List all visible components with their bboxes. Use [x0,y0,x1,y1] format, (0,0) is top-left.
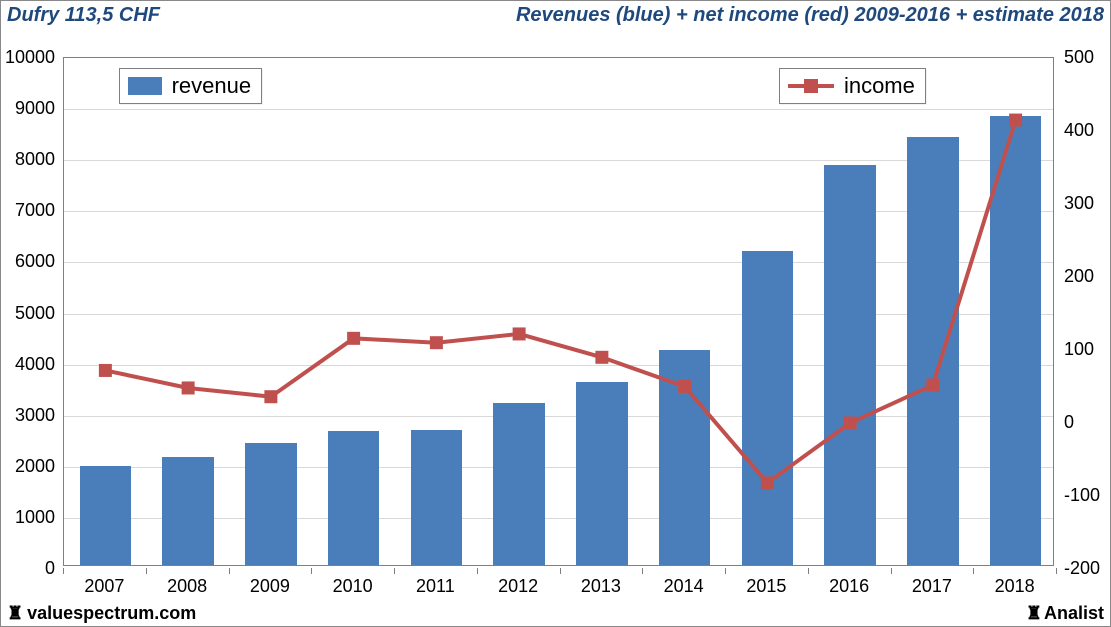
x-tick [560,568,561,574]
legend-revenue: revenue [119,68,263,104]
chart-title-left: Dufry 113,5 CHF [7,4,160,27]
revenue-bar [990,116,1041,565]
footer-right-text: Analist [1044,603,1104,623]
legend-swatch-line [788,76,834,96]
y-axis-left-label: 4000 [15,354,55,375]
y-axis-left-label: 5000 [15,303,55,324]
y-axis-left-label: 1000 [15,507,55,528]
y-axis-left-label: 6000 [15,251,55,272]
gridline [64,365,1053,366]
income-marker [264,390,277,403]
income-marker [347,332,360,345]
x-tick [311,568,312,574]
revenue-bar [80,466,131,565]
income-marker [182,381,195,394]
y-axis-right-label: 100 [1064,339,1094,360]
legend-income: income [779,68,926,104]
y-axis-left-label: 9000 [15,98,55,119]
x-axis-label: 2018 [995,576,1035,597]
y-axis-right-label: 0 [1064,412,1074,433]
x-axis-label: 2008 [167,576,207,597]
x-axis-label: 2015 [746,576,786,597]
income-marker [430,336,443,349]
x-tick [63,568,64,574]
income-marker [595,351,608,364]
y-axis-right-label: -100 [1064,485,1100,506]
revenue-bar [576,382,627,565]
income-marker [513,327,526,340]
gridline [64,211,1053,212]
plot-wrap: revenueincome 01000200030004000500060007… [1,29,1110,602]
y-axis-right-label: 300 [1064,193,1094,214]
y-axis-right-label: -200 [1064,558,1100,579]
x-tick [642,568,643,574]
y-axis-right-label: 400 [1064,120,1094,141]
x-tick [808,568,809,574]
x-axis-label: 2011 [416,576,455,597]
x-tick [1056,568,1057,574]
income-marker [99,364,112,377]
plot-area: revenue income [63,57,1054,566]
footer-right: ♜Analist [1026,603,1104,624]
x-tick [394,568,395,574]
revenue-bar [824,165,875,565]
chart-title-right: Revenues (blue) + net income (red) 2009-… [516,4,1104,27]
x-tick [973,568,974,574]
rook-icon: ♜ [7,604,23,622]
footer-left: ♜valuespectrum.com [7,603,196,624]
revenue-bar [328,431,379,565]
chart-header: Dufry 113,5 CHF Revenues (blue) + net in… [1,1,1110,29]
y-axis-right-label: 500 [1064,47,1094,68]
x-tick [229,568,230,574]
rook-icon: ♜ [1026,604,1042,622]
x-tick [891,568,892,574]
x-axis-label: 2013 [581,576,621,597]
legend-label: income [844,73,915,99]
gridline [64,160,1053,161]
footer-left-text: valuespectrum.com [27,603,196,623]
revenue-bar [907,137,958,565]
revenue-bar [162,457,213,565]
y-axis-left-label: 0 [45,558,55,579]
revenue-bar [245,443,296,565]
gridline [64,416,1053,417]
y-axis-left-label: 2000 [15,456,55,477]
x-axis-label: 2014 [664,576,704,597]
x-axis-label: 2017 [912,576,952,597]
x-axis-label: 2009 [250,576,290,597]
y-axis-right-label: 200 [1064,266,1094,287]
y-axis-left-label: 10000 [5,47,55,68]
y-axis-left-label: 8000 [15,149,55,170]
revenue-bar [742,251,793,565]
x-tick [725,568,726,574]
legend-swatch-bar [128,77,162,95]
x-tick [146,568,147,574]
x-tick [477,568,478,574]
chart-container: { "header": { "left": "Dufry 113,5 CHF",… [0,0,1111,627]
y-axis-left-label: 7000 [15,200,55,221]
revenue-bar [411,430,462,565]
revenue-bar [493,403,544,565]
legend-label: revenue [172,73,252,99]
x-axis-label: 2010 [333,576,373,597]
gridline [64,314,1053,315]
x-axis-label: 2012 [498,576,538,597]
y-axis-left-label: 3000 [15,405,55,426]
gridline [64,262,1053,263]
x-axis-label: 2007 [84,576,124,597]
revenue-bar [659,350,710,565]
gridline [64,109,1053,110]
chart-footer: ♜valuespectrum.com ♜Analist [1,602,1110,626]
x-axis-label: 2016 [829,576,869,597]
